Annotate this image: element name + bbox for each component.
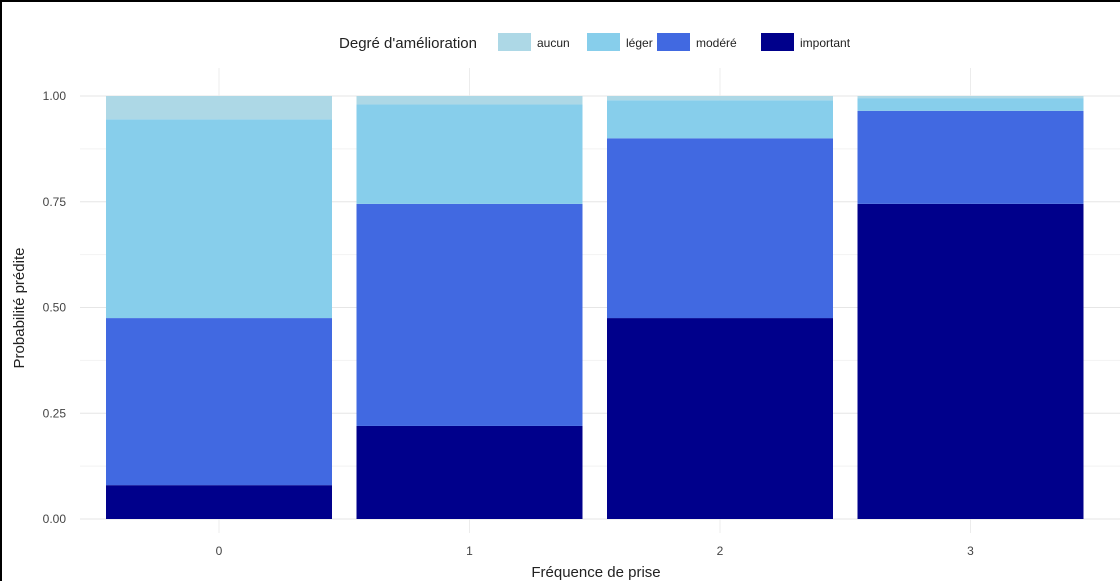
y-tick-label: 0.25 (43, 406, 67, 420)
bar-segment-modéré (356, 203, 583, 426)
bar-segment-important (356, 425, 583, 519)
y-axis-title: Probabilité prédite (11, 248, 28, 369)
x-axis: 0 1 2 3 (216, 544, 975, 558)
bar-segment-aucun (356, 96, 583, 105)
bar-segment-léger (356, 104, 583, 204)
y-tick-label: 0.00 (43, 512, 67, 526)
bar-segment-léger (857, 98, 1084, 111)
legend-label: important (800, 36, 851, 50)
y-tick-label: 0.50 (43, 301, 67, 315)
legend-swatch-important (761, 33, 794, 51)
legend-label: aucun (537, 36, 570, 50)
legend-swatch-aucun (498, 33, 531, 51)
bar-segment-important (607, 318, 833, 519)
bar-segment-modéré (607, 138, 833, 319)
legend-title: Degré d'amélioration (339, 35, 477, 52)
legend-swatch-léger (587, 33, 620, 51)
bar-segment-important (106, 485, 332, 519)
legend-label: modéré (696, 36, 737, 50)
legend: Degré d'amélioration aucun léger modéré imp… (339, 33, 851, 52)
legend-label: léger (626, 36, 653, 50)
x-axis-title: Fréquence de prise (531, 564, 660, 581)
bar-segment-aucun (607, 96, 833, 101)
bars (106, 96, 1084, 520)
x-tick-label: 2 (717, 544, 724, 558)
bar-segment-modéré (857, 110, 1084, 204)
bar-segment-aucun (857, 96, 1084, 99)
bar-segment-modéré (106, 318, 332, 486)
y-tick-label: 1.00 (43, 89, 67, 103)
bar-segment-important (857, 203, 1084, 520)
y-tick-label: 0.75 (43, 195, 67, 209)
x-tick-label: 1 (466, 544, 473, 558)
x-tick-label: 0 (216, 544, 223, 558)
bar-segment-léger (607, 100, 833, 139)
legend-swatch-modéré (657, 33, 690, 51)
x-tick-label: 3 (967, 544, 974, 558)
bar-segment-aucun (106, 96, 332, 120)
y-axis: 0.00 0.25 0.50 0.75 1.00 (43, 89, 67, 526)
bar-segment-léger (106, 119, 332, 319)
